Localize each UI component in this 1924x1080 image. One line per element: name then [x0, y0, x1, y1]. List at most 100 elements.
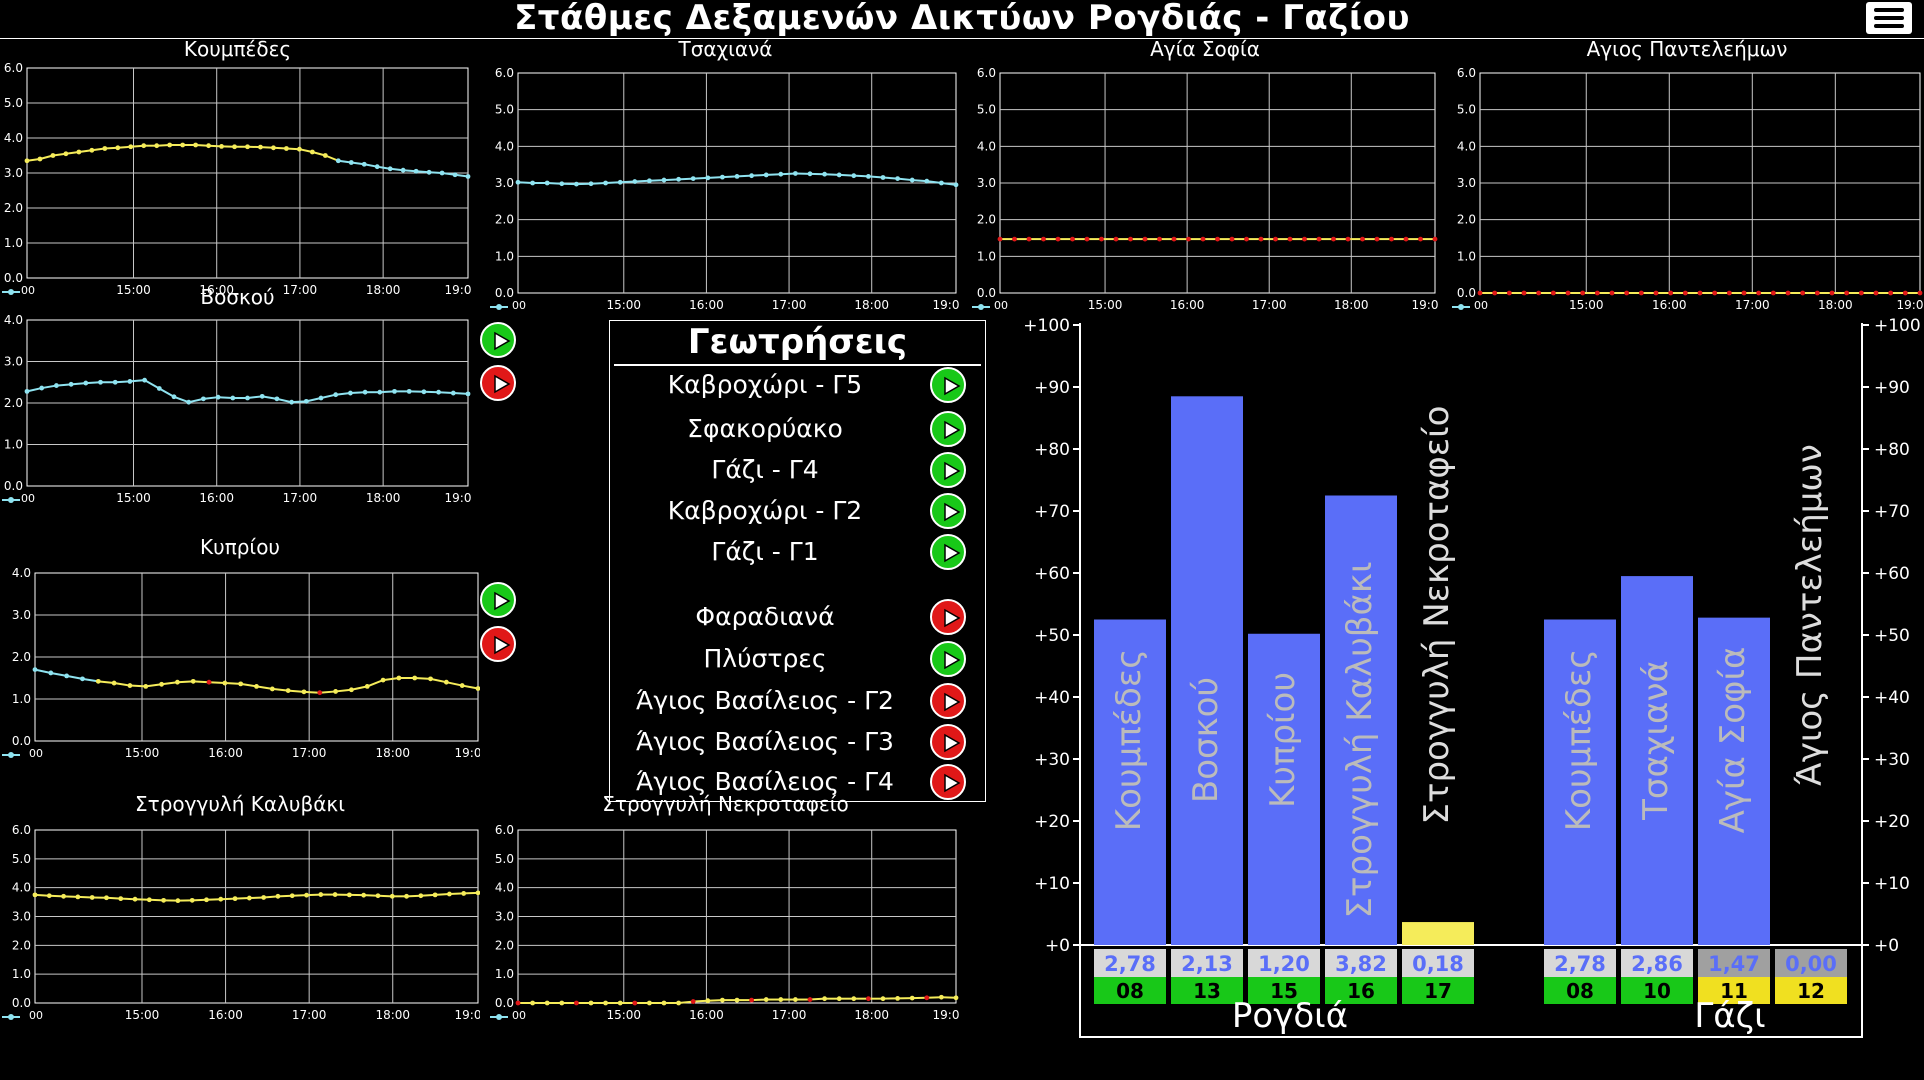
data-point: [1375, 237, 1380, 242]
data-point: [304, 399, 309, 404]
data-point: [260, 394, 265, 399]
y-tick-label: 4.0: [495, 139, 514, 153]
series-segment: [35, 670, 51, 673]
geotrisi-label: Άγιος Βασίλειος - Γ3: [610, 723, 920, 761]
data-point: [1859, 291, 1864, 296]
data-point: [793, 171, 798, 176]
data-point: [1610, 291, 1615, 296]
geotrisi-start-button[interactable]: [930, 534, 966, 570]
data-point: [1492, 291, 1497, 296]
data-point: [545, 1001, 550, 1006]
data-point: [444, 680, 449, 685]
data-point: [141, 143, 146, 148]
data-point: [51, 153, 56, 158]
y-tick-label: 1.0: [495, 249, 514, 263]
x-tick-label: 17:00: [772, 1008, 807, 1022]
data-point: [1786, 291, 1791, 296]
data-point: [61, 894, 66, 899]
data-point: [1800, 291, 1805, 296]
data-point: [33, 892, 38, 897]
data-point: [147, 897, 152, 902]
y-tick-label: 2.0: [12, 650, 31, 664]
data-point: [603, 1001, 608, 1006]
data-point: [460, 683, 465, 688]
data-point: [48, 671, 53, 676]
data-point: [676, 177, 681, 182]
geotrisi-start-button[interactable]: [930, 411, 966, 447]
x-tick-label: 18:00: [1818, 298, 1853, 312]
data-point: [559, 181, 564, 186]
station-id: 08: [1116, 979, 1144, 1003]
data-point: [1551, 291, 1556, 296]
data-point: [363, 390, 368, 395]
x-tick-label: 18:00: [1334, 298, 1369, 312]
data-point: [112, 681, 117, 686]
tank-percent-bar-chart: +0+0+10+10+20+20+30+30+40+40+50+50+60+60…: [1010, 315, 1924, 1054]
data-point: [1536, 291, 1541, 296]
y-tick-label: 0.0: [977, 286, 996, 300]
station-id: 16: [1347, 979, 1375, 1003]
data-point: [735, 998, 740, 1003]
y-tick-label: +40: [1034, 688, 1070, 708]
data-point: [75, 894, 80, 899]
data-point: [1727, 291, 1732, 296]
data-point: [318, 892, 323, 897]
data-point: [1114, 237, 1119, 242]
data-point: [720, 175, 725, 180]
data-point: [1259, 237, 1264, 242]
kypriou-pump-2-button[interactable]: [480, 626, 516, 662]
hamburger-menu-icon[interactable]: [1866, 2, 1912, 34]
y-tick-label: 5.0: [1457, 103, 1476, 117]
y-tick-label: 6.0: [977, 66, 996, 80]
y-tick-label: 1.0: [495, 967, 514, 981]
data-point: [175, 680, 180, 685]
data-point: [377, 390, 382, 395]
data-point: [1580, 291, 1585, 296]
y-tick-label: 2.0: [495, 213, 514, 227]
geotrisi-start-button[interactable]: [930, 641, 966, 677]
geotrisi-label: Άγιος Βασίλειος - Γ2: [610, 682, 920, 720]
data-point: [317, 690, 322, 695]
geotrisi-row: Φαραδιανά: [610, 598, 987, 636]
geotrisi-start-button[interactable]: [930, 683, 966, 719]
data-point: [939, 995, 944, 1000]
data-point: [206, 143, 211, 148]
data-point: [1522, 291, 1527, 296]
y-tick-label: +20: [1874, 812, 1910, 832]
data-point: [1507, 291, 1512, 296]
voskou-pump-1-button[interactable]: [480, 322, 516, 358]
x-tick-label: 17:00: [292, 746, 327, 760]
data-point: [589, 1001, 594, 1006]
data-point: [113, 380, 118, 385]
x-tick-label: 19:0: [455, 746, 480, 760]
geotrisi-start-button[interactable]: [930, 599, 966, 635]
level-value: 3,82: [1335, 952, 1387, 976]
y-tick-label: 6.0: [495, 66, 514, 80]
x-tick-label: 16:00: [689, 298, 724, 312]
data-point: [1830, 291, 1835, 296]
data-point: [1302, 237, 1307, 242]
voskou-pump-2-button[interactable]: [480, 365, 516, 401]
geotrisi-start-button[interactable]: [930, 452, 966, 488]
geotrisi-start-button[interactable]: [930, 367, 966, 403]
x-tick-label: 15:00: [125, 746, 160, 760]
geotrisi-start-button[interactable]: [930, 493, 966, 529]
y-tick-label: 3.0: [495, 176, 514, 190]
data-point: [451, 391, 456, 396]
x-tick-label: 18:00: [854, 298, 889, 312]
data-point: [1654, 291, 1659, 296]
data-point: [1056, 237, 1061, 242]
geotrisi-start-button[interactable]: [930, 724, 966, 760]
data-point: [618, 180, 623, 185]
data-point: [749, 998, 754, 1003]
percent-chart-svg: +0+0+10+10+20+20+30+30+40+40+50+50+60+60…: [1010, 315, 1924, 1050]
data-point: [47, 893, 52, 898]
geotrisi-start-button[interactable]: [930, 764, 966, 800]
kypriou-pump-1-button[interactable]: [480, 582, 516, 618]
page-title: Στάθμες Δεξαμενών Δικτύων Ρογδιάς - Γαζί…: [0, 0, 1924, 36]
data-point: [1668, 291, 1673, 296]
